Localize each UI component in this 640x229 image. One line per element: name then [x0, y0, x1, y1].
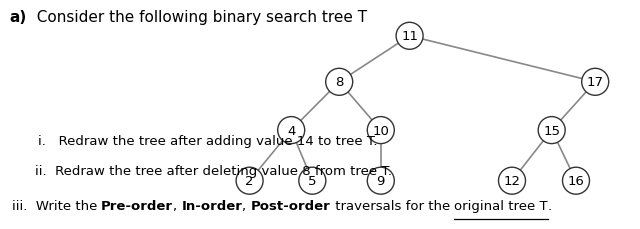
Ellipse shape: [563, 167, 589, 194]
Text: 8: 8: [335, 76, 344, 89]
Text: i.   Redraw the tree after adding value 14 to tree T.: i. Redraw the tree after adding value 14…: [38, 134, 378, 147]
Text: 16: 16: [568, 174, 584, 187]
Text: 11: 11: [401, 30, 418, 43]
Text: ,: ,: [243, 200, 251, 213]
Ellipse shape: [582, 69, 609, 96]
Ellipse shape: [367, 117, 394, 144]
Text: 9: 9: [376, 174, 385, 187]
Text: Pre-order: Pre-order: [101, 200, 173, 213]
Text: ii.  Redraw the tree after deleting value 8 from tree T.: ii. Redraw the tree after deleting value…: [35, 164, 392, 177]
Ellipse shape: [326, 69, 353, 96]
Ellipse shape: [396, 23, 423, 50]
Text: 17: 17: [587, 76, 604, 89]
Text: 4: 4: [287, 124, 296, 137]
Text: original tree T: original tree T: [454, 200, 548, 213]
Text: 10: 10: [372, 124, 389, 137]
Text: ,: ,: [173, 200, 182, 213]
Text: 12: 12: [504, 174, 520, 187]
Text: Consider the following binary search tree T: Consider the following binary search tre…: [27, 10, 367, 25]
Ellipse shape: [236, 167, 263, 194]
Text: In-order: In-order: [182, 200, 243, 213]
Text: Post-order: Post-order: [251, 200, 330, 213]
Ellipse shape: [367, 167, 394, 194]
Text: a): a): [10, 10, 27, 25]
Text: 15: 15: [543, 124, 560, 137]
Ellipse shape: [278, 117, 305, 144]
Text: iii.  Write the: iii. Write the: [12, 200, 101, 213]
Ellipse shape: [299, 167, 326, 194]
Ellipse shape: [499, 167, 525, 194]
Text: 5: 5: [308, 174, 317, 187]
Text: 2: 2: [245, 174, 254, 187]
Text: traversals for the: traversals for the: [330, 200, 454, 213]
Text: .: .: [548, 200, 552, 213]
Ellipse shape: [538, 117, 565, 144]
